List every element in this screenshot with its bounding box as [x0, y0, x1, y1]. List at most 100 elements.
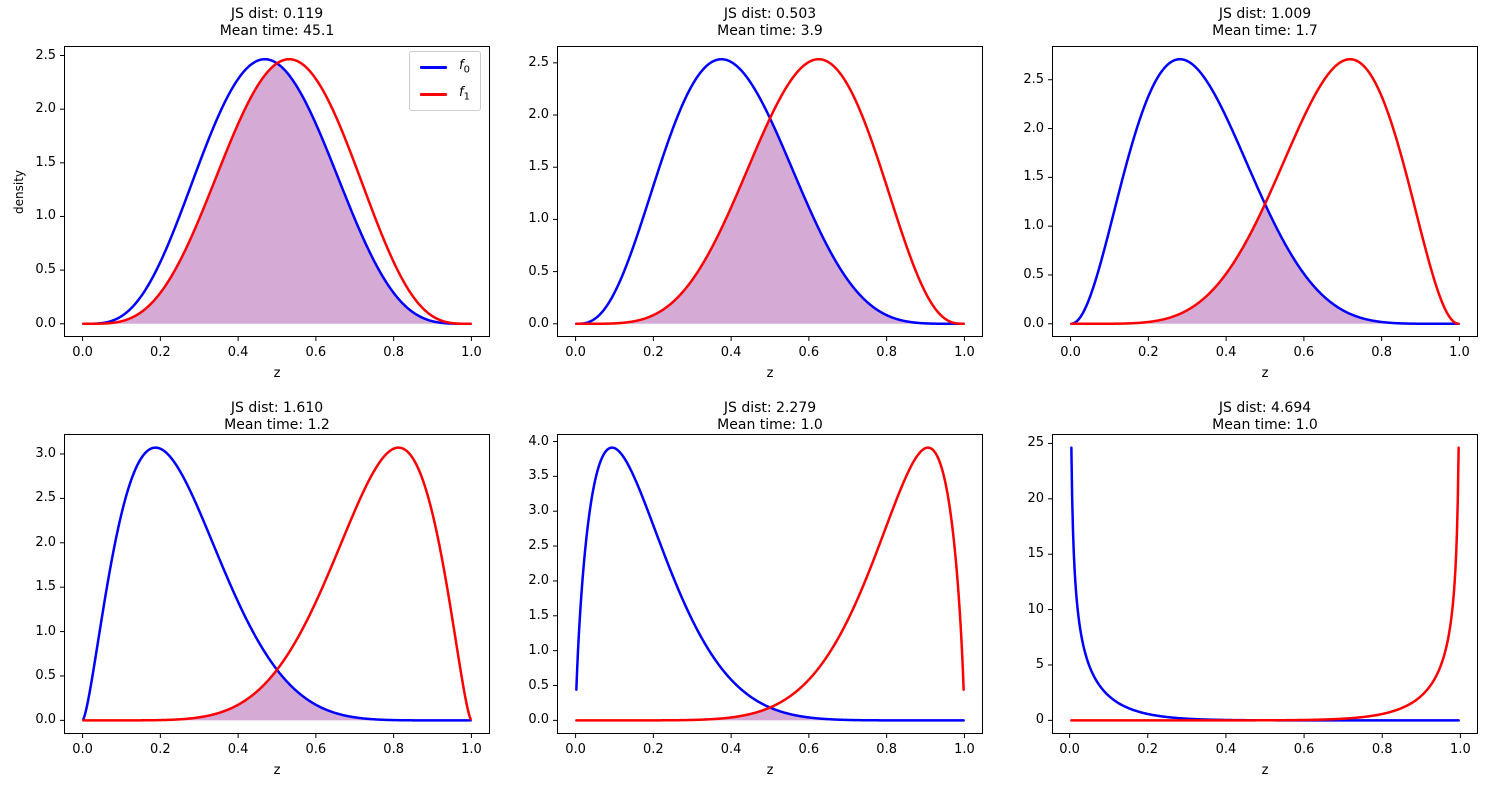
- y-tick-label: 2.5: [35, 47, 56, 63]
- y-tick-label: 0.0: [1023, 315, 1044, 331]
- subplot-5-title: JS dist: 2.279 Mean time: 1.0: [557, 400, 983, 436]
- axes-spines: [557, 46, 983, 337]
- mean-time-title-line: Mean time: 3.9: [717, 23, 823, 39]
- x-tick-label: 0.2: [1138, 345, 1159, 360]
- x-tick-label: 0.6: [1293, 742, 1315, 757]
- x-tick-label: 1.0: [954, 742, 975, 757]
- axes-spines: [64, 434, 490, 734]
- subplot-4: JS dist: 1.610 Mean time: 1.2 z 0.0 0.2 0.…: [35, 400, 490, 778]
- y-tick-label: 0.5: [528, 263, 549, 279]
- legend-label-f0: f0: [459, 58, 470, 76]
- x-tick-label: 0.2: [643, 742, 664, 757]
- y-tick-label: 2.5: [1023, 71, 1044, 87]
- x-tick-label: 0.8: [383, 345, 404, 360]
- x-tick-label: 0.4: [227, 345, 249, 360]
- y-tick-label: 1.5: [35, 579, 56, 595]
- y-tick-label: 1.5: [1023, 169, 1044, 185]
- x-axis-label: z: [766, 366, 774, 381]
- x-axis-label: z: [1261, 763, 1269, 778]
- x-tick-label: 0.8: [876, 345, 897, 360]
- legend: f0 f1: [409, 51, 481, 112]
- axes-spines: [64, 46, 490, 337]
- subplot-2-title: JS dist: 0.503 Mean time: 3.9: [557, 6, 983, 42]
- f1-curve: [575, 57, 965, 326]
- subplot-3-title: JS dist: 1.009 Mean time: 1.7: [1052, 6, 1478, 42]
- subplot-6: JS dist: 4.694 Mean time: 1.0 z 0.0 0.2 0.…: [1027, 400, 1478, 778]
- js-dist-title-line: JS dist: 2.279: [723, 400, 817, 416]
- y-tick-label: 1.0: [1023, 218, 1044, 234]
- y-tick-label: 1.0: [528, 642, 549, 658]
- x-tick-label: 0.6: [798, 345, 820, 360]
- y-tick-label: 2.0: [1023, 120, 1044, 136]
- mean-time-title-line: Mean time: 1.7: [1212, 23, 1318, 39]
- x-tick-label: 0.4: [227, 742, 249, 757]
- y-tick-label: 10: [1027, 601, 1044, 617]
- legend-line-sample-f1: [420, 92, 448, 96]
- f1-curve: [575, 446, 965, 722]
- y-tick-label: 1.5: [528, 159, 549, 175]
- x-tick-label: 0.0: [72, 345, 93, 360]
- y-tick-label: 0.0: [35, 315, 56, 331]
- y-tick-label: 15: [1027, 546, 1044, 562]
- plot-canvas: [60, 46, 490, 341]
- f1-curve: [82, 57, 472, 326]
- x-tick-label: 0.8: [1371, 742, 1393, 757]
- y-tick-label: 5: [1035, 656, 1044, 672]
- subplot-4-title: JS dist: 1.610 Mean time: 1.2: [64, 400, 490, 436]
- y-tick-label: 0: [1035, 712, 1044, 728]
- x-tick-label: 0.4: [1215, 345, 1237, 360]
- js-dist-title-line: JS dist: 1.610: [230, 400, 324, 416]
- subplot-2: JS dist: 0.503 Mean time: 3.9 z 0.0 0.2 0.…: [528, 6, 983, 381]
- f1-curve: [82, 446, 472, 722]
- overlap-region: [576, 707, 964, 721]
- y-tick-label: 1.5: [528, 607, 549, 623]
- f0-curve: [1070, 446, 1460, 722]
- js-dist-title-line: JS dist: 0.119: [230, 6, 324, 22]
- overlap-region: [83, 63, 471, 324]
- subplot-6-title: JS dist: 4.694 Mean time: 1.0: [1052, 400, 1478, 436]
- y-tick-label: 0.5: [528, 677, 549, 693]
- js-dist-title-line: JS dist: 4.694: [1218, 400, 1312, 416]
- y-tick-label: 1.0: [528, 211, 549, 227]
- x-tick-label: 0.2: [150, 742, 171, 757]
- f1-curve: [1070, 57, 1460, 326]
- x-tick-label: 1.0: [1450, 742, 1471, 757]
- x-tick-label: 0.4: [1215, 742, 1237, 757]
- y-tick-label: 3.0: [528, 503, 549, 519]
- x-axis-label: z: [1261, 366, 1269, 381]
- y-tick-label: 0.0: [35, 712, 56, 728]
- y-tick-label: 20: [1027, 490, 1044, 506]
- js-dist-title-line: JS dist: 1.009: [1218, 6, 1312, 22]
- x-tick-label: 0.2: [643, 345, 664, 360]
- legend-item-f1: f1: [420, 86, 470, 104]
- y-axis-label: density: [12, 169, 26, 214]
- y-tick-label: 1.0: [35, 208, 56, 224]
- y-tick-label: 2.0: [35, 534, 56, 550]
- y-tick-label: 1.5: [35, 154, 56, 170]
- x-tick-label: 0.4: [720, 345, 742, 360]
- subplot-1: JS dist: 0.119 Mean time: 45.1 density z…: [12, 6, 490, 381]
- x-axis-label: z: [766, 763, 774, 778]
- y-tick-label: 0.5: [1023, 266, 1044, 282]
- plot-canvas: [553, 46, 983, 341]
- subplot-3: JS dist: 1.009 Mean time: 1.7 z 0.0 0.2 0.…: [1023, 6, 1478, 381]
- x-axis-label: z: [273, 763, 281, 778]
- overlap-region: [1071, 203, 1459, 324]
- x-tick-label: 0.2: [150, 345, 171, 360]
- f1-curve: [1070, 446, 1460, 722]
- y-tick-label: 0.0: [528, 712, 549, 728]
- y-tick-label: 2.5: [35, 490, 56, 506]
- y-tick-label: 0.0: [528, 315, 549, 331]
- plot-canvas: [1048, 434, 1478, 738]
- overlap-region: [576, 118, 964, 324]
- axes-spines: [557, 434, 983, 734]
- x-tick-label: 0.2: [1137, 742, 1159, 757]
- js-dist-title-line: JS dist: 0.503: [723, 6, 817, 22]
- plot-canvas: [60, 434, 490, 738]
- y-tick-label: 0.5: [35, 667, 56, 683]
- x-tick-label: 0.6: [305, 742, 327, 757]
- legend-line-sample-f0: [420, 66, 448, 70]
- y-tick-label: 2.0: [528, 572, 549, 588]
- x-tick-label: 0.0: [1060, 345, 1081, 360]
- y-tick-label: 3.0: [35, 445, 56, 461]
